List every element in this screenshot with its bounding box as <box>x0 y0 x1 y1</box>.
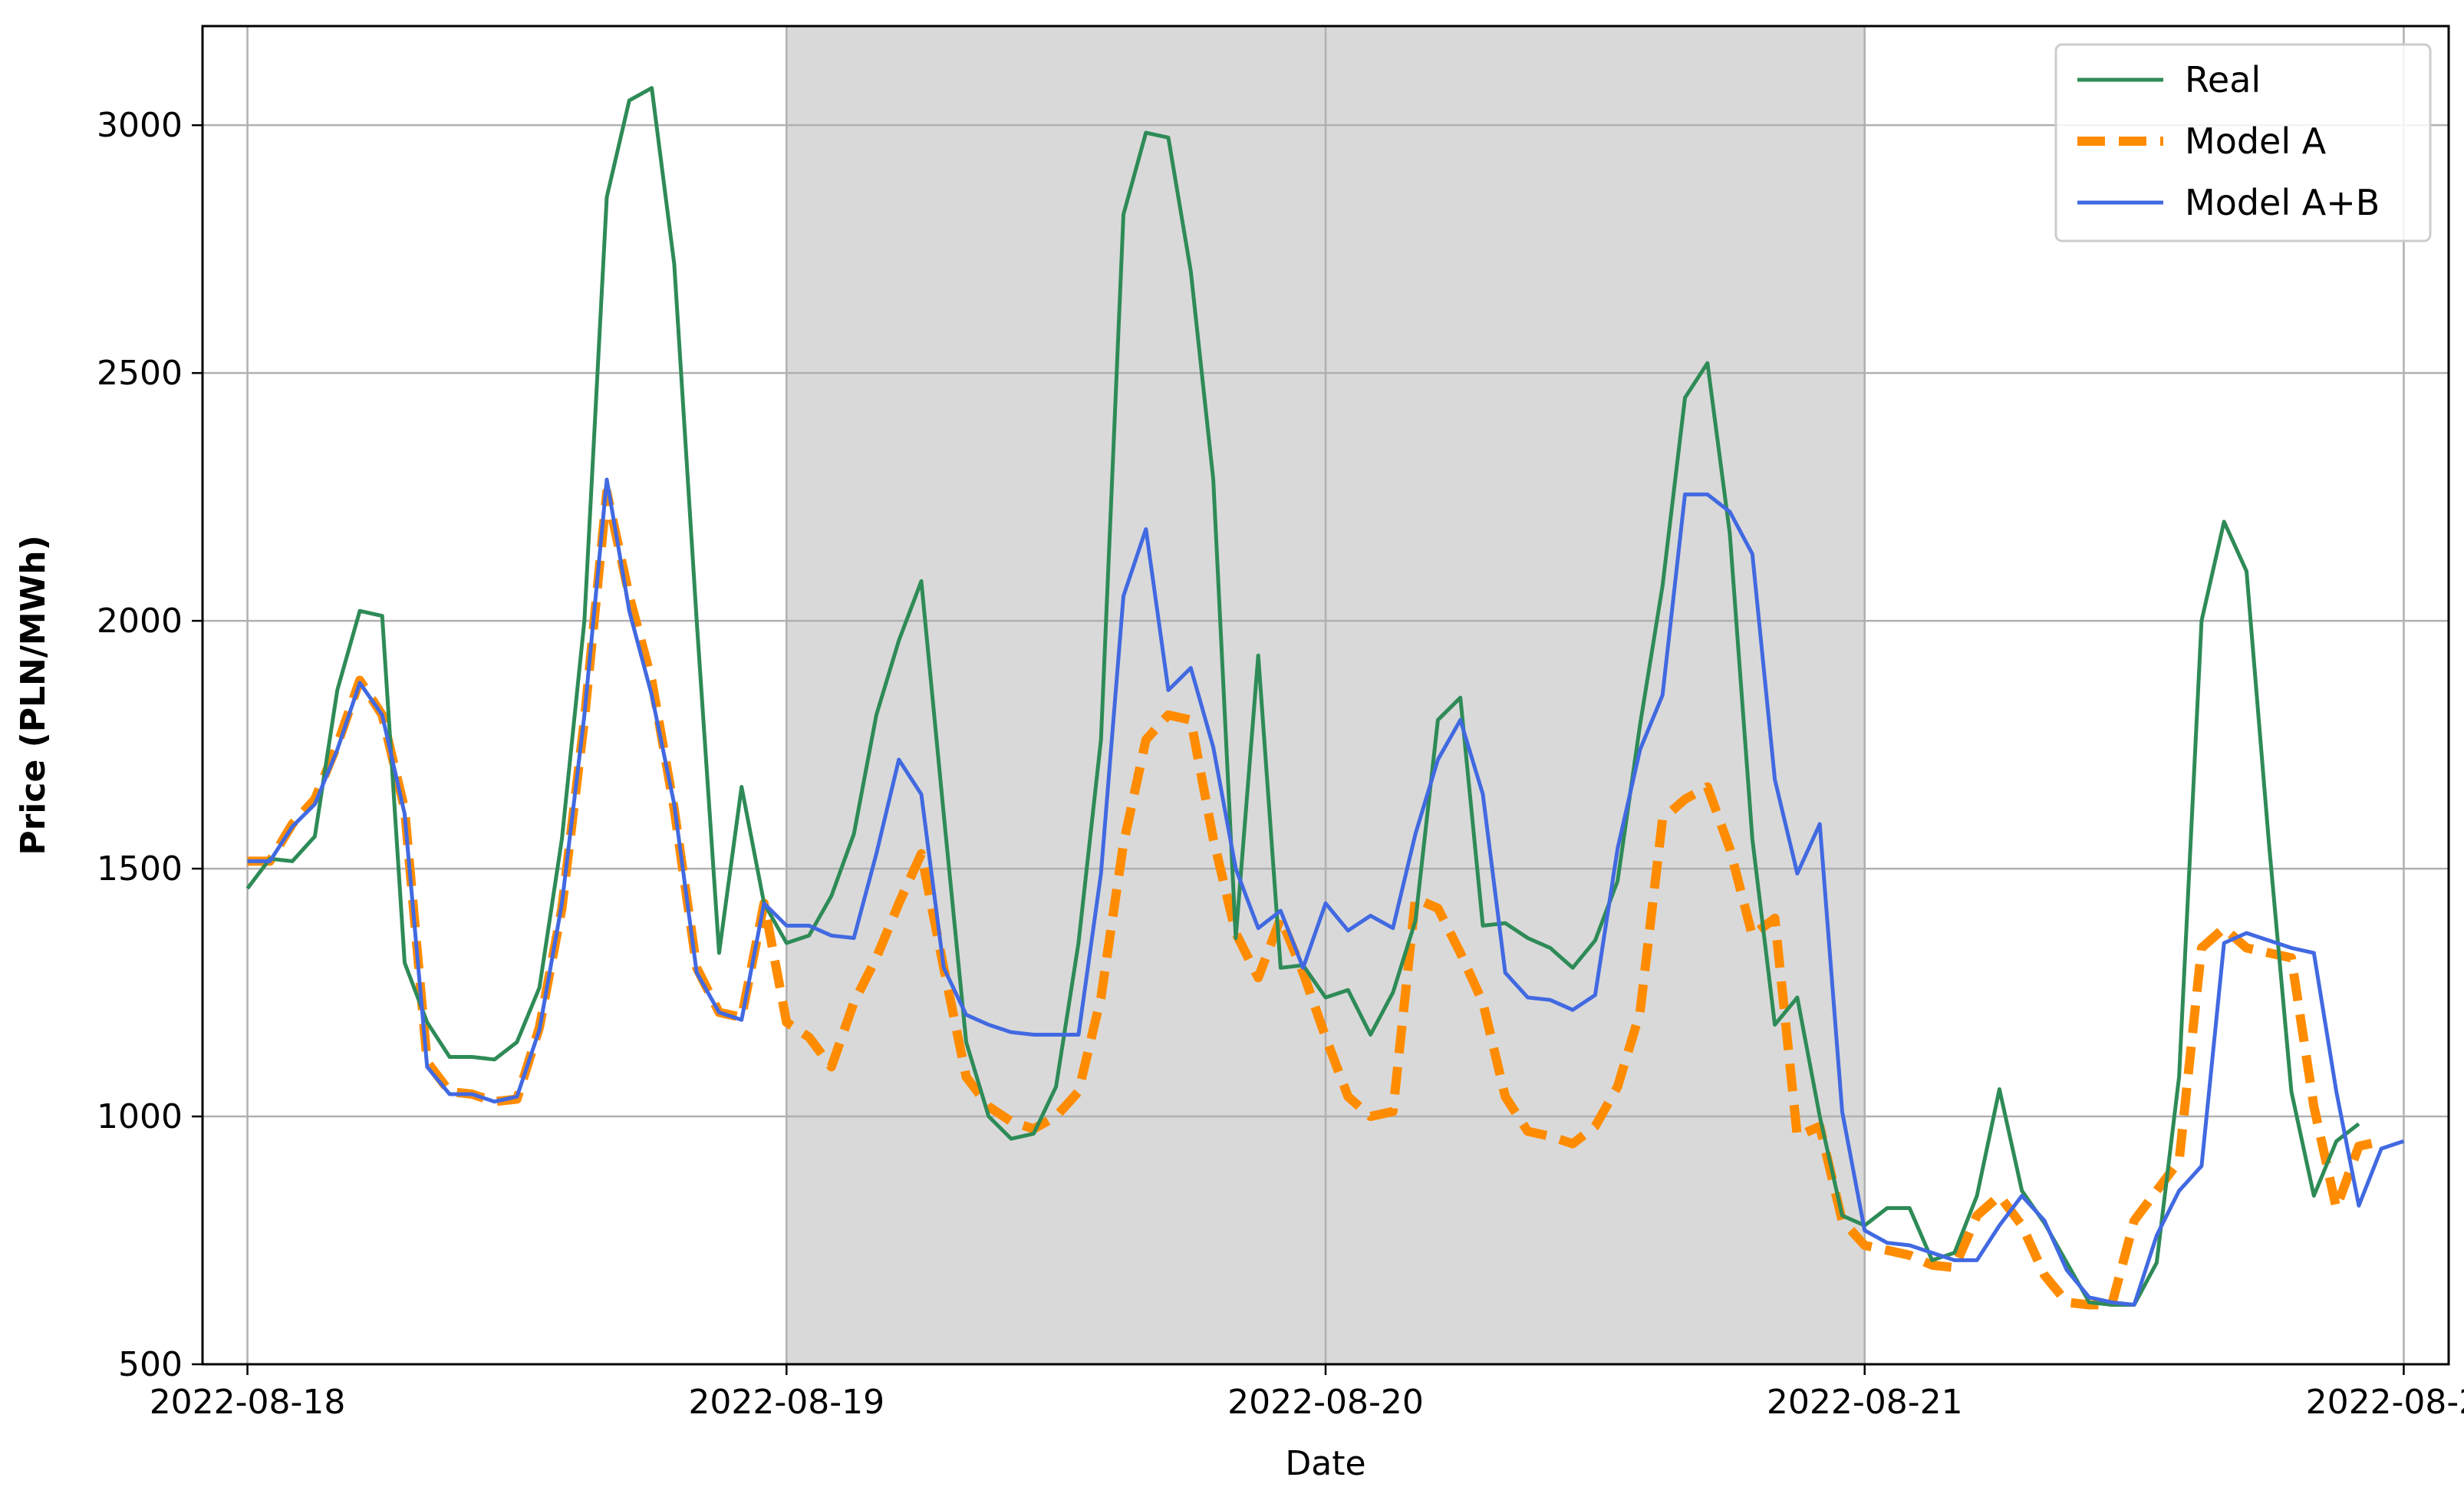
legend-label-real: Real <box>2185 59 2261 101</box>
legend-label-model-a: Model A <box>2185 120 2327 162</box>
x-tick-label-2: 2022-08-20 <box>1227 1383 1424 1422</box>
legend-box <box>2054 43 2432 242</box>
y-tick-label-5: 3000 <box>97 106 183 145</box>
y-tick-label-0: 500 <box>118 1345 183 1384</box>
legend: Real Model A Model A+B <box>2054 43 2432 242</box>
y-tick-label-2: 1500 <box>97 849 183 889</box>
x-tick-label-1: 2022-08-19 <box>688 1383 884 1422</box>
y-tick-label-1: 1000 <box>97 1097 183 1136</box>
y-tick-label-3: 2000 <box>97 602 183 641</box>
series-lines <box>245 86 2405 1310</box>
x-tick-label-0: 2022-08-18 <box>150 1383 346 1422</box>
legend-label-model-a-b: Model A+B <box>2185 182 2380 223</box>
y-axis-label: Price (PLN/MWh) <box>14 535 53 855</box>
y-tick-label-4: 2500 <box>97 354 183 393</box>
series-line-model-a-b <box>247 477 2405 1307</box>
x-tick-label-4: 2022-08-22 <box>2306 1383 2464 1422</box>
x-axis-label: Date <box>1285 1444 1365 1483</box>
axis-ticks: 2022-08-18 2022-08-19 2022-08-20 2022-08-21… <box>97 106 2464 1422</box>
x-tick-label-3: 2022-08-21 <box>1767 1383 1963 1422</box>
